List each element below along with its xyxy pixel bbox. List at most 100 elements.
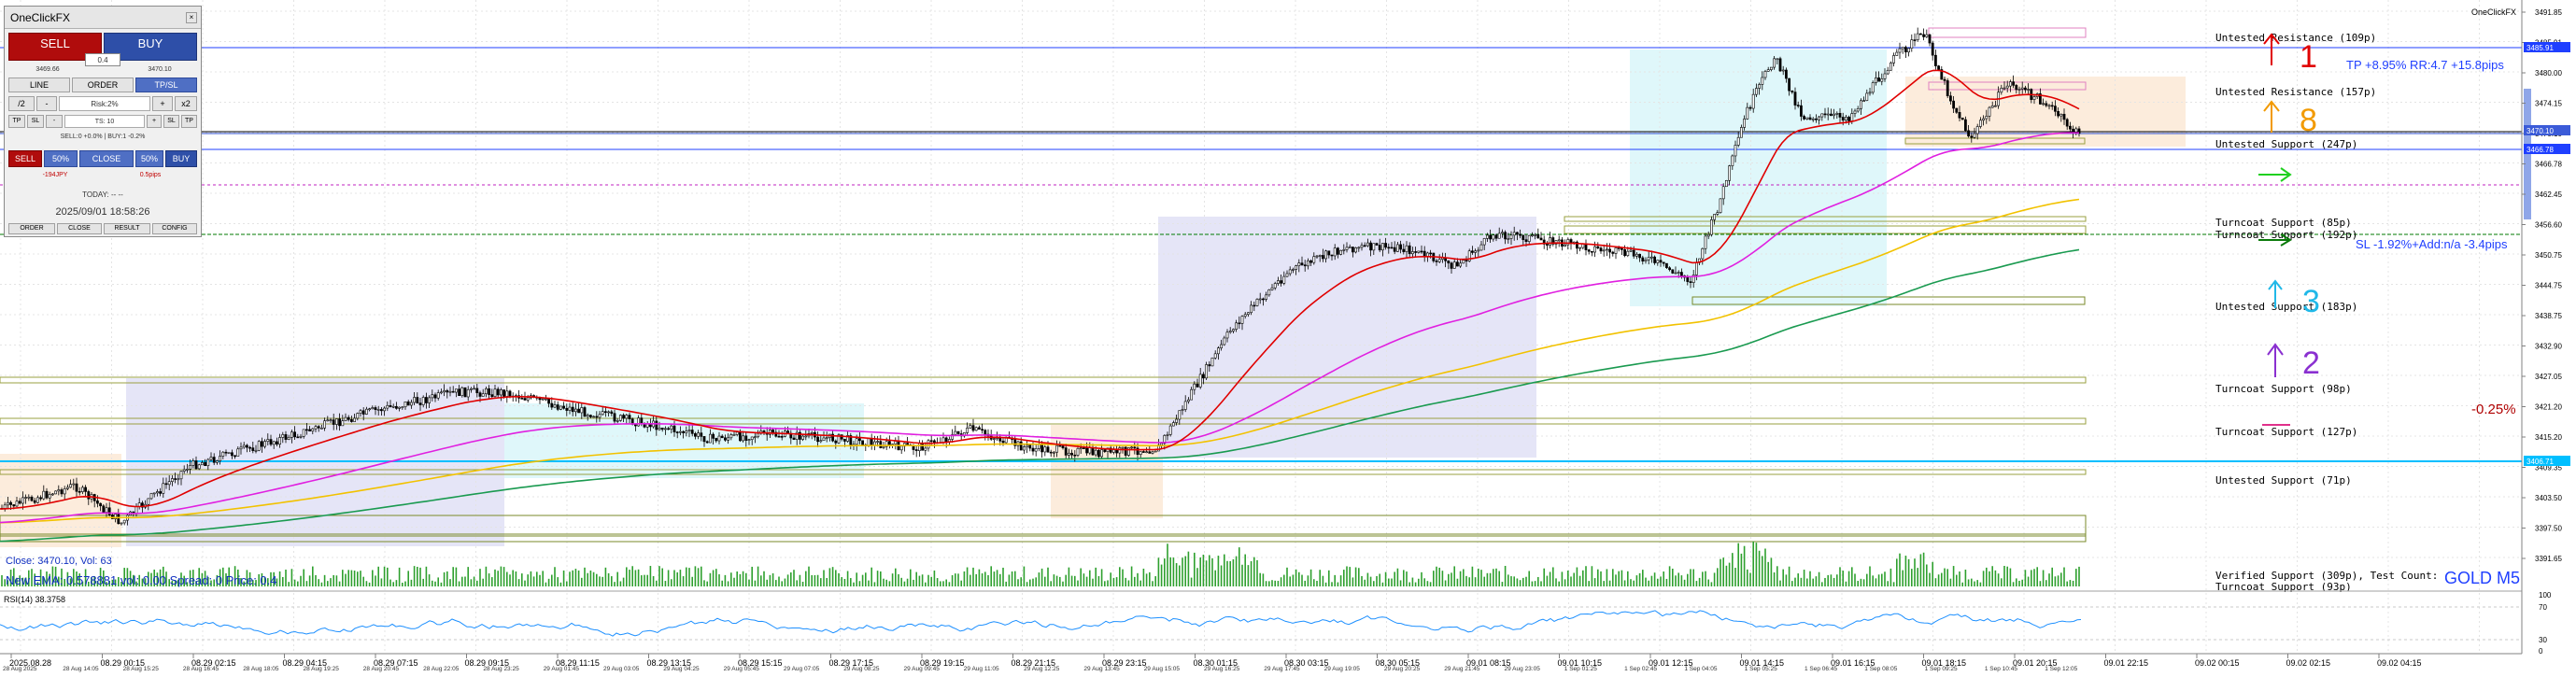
- date-tick-label: 28 Aug 16:45: [183, 666, 219, 672]
- date-tick-label: 29 Aug 12:25: [1024, 666, 1060, 672]
- time-tick-label: 08.29 02:15: [191, 658, 236, 668]
- rsi-panel: [0, 606, 2522, 641]
- bottom-tab-order[interactable]: ORDER: [8, 223, 55, 234]
- ts-minus-button[interactable]: -: [46, 115, 63, 128]
- zone-label: Turncoat Support (93p): [2215, 581, 2352, 593]
- risk-plus-button[interactable]: +: [152, 96, 173, 111]
- rsi-label: RSI(14) 38.3758: [4, 595, 65, 604]
- zone-labels: Untested Resistance (109p) Untested Resis…: [2215, 32, 2438, 593]
- date-tick-label: 28 Aug 23:25: [483, 666, 519, 672]
- price-axis: 3491.85 3485.91 3480.00 3474.15 3470.10 3466.…: [2522, 8, 2562, 563]
- arrow-up-purple-icon: [2267, 343, 2284, 377]
- close-50-left-button[interactable]: 50%: [44, 150, 78, 167]
- buy-button[interactable]: BUY: [104, 33, 197, 61]
- rsi-tick-label: 0: [2539, 647, 2543, 656]
- date-tick-label: 29 Aug 16:25: [1204, 666, 1240, 672]
- tp-button[interactable]: TP: [8, 115, 25, 128]
- tab-order[interactable]: ORDER: [72, 78, 134, 92]
- sell-position-button[interactable]: SELL: [8, 150, 42, 167]
- today-summary: TODAY: -- --: [82, 190, 123, 199]
- zone-lavender-2: [1158, 217, 1536, 458]
- zone-label: Untested Support (71p): [2215, 474, 2352, 487]
- arrow-right-green-icon: [2258, 167, 2292, 182]
- rsi-tick-label: 30: [2539, 636, 2547, 644]
- one-click-trading-panel[interactable]: OneClickFX × SELL BUY 0.4 3469.66 3470.1…: [4, 6, 202, 237]
- tp-button-right[interactable]: TP: [181, 115, 197, 128]
- time-tick-label: 2025.08.28: [9, 658, 51, 668]
- date-tick-label: 28 Aug 2025: [3, 666, 37, 672]
- date-tick-label: 1 Sep 04:05: [1684, 666, 1717, 672]
- rsi-tick-label: 70: [2539, 603, 2547, 612]
- risk-minus-button[interactable]: -: [36, 96, 57, 111]
- buy-position-button[interactable]: BUY: [165, 150, 197, 167]
- arrow-number-8: 8: [2300, 103, 2317, 138]
- date-tick-label: 28 Aug 20:45: [363, 666, 400, 672]
- price-tick-label: 3438.75: [2535, 312, 2562, 320]
- time-tick-label: 09.01 20:15: [2013, 658, 2058, 668]
- double-risk-button[interactable]: x2: [175, 96, 197, 111]
- price-tick-label: 3474.15: [2535, 100, 2562, 108]
- sl-button-right[interactable]: SL: [163, 115, 179, 128]
- time-tick-label: 08.29 13:15: [647, 658, 692, 668]
- bottom-tab-config[interactable]: CONFIG: [152, 223, 197, 234]
- price-tick-label: 3409.35: [2535, 464, 2562, 472]
- date-tick-label: 28 Aug 19:25: [304, 666, 340, 672]
- price-tick-label: 3427.05: [2535, 373, 2562, 381]
- position-info: SELL:0 +0.0% | BUY:1 -0.2%: [60, 134, 146, 140]
- risk-value[interactable]: Risk:2%: [59, 96, 150, 111]
- close-icon[interactable]: ×: [186, 12, 197, 23]
- zone-label: Untested Support (183p): [2215, 301, 2357, 313]
- price-tick-label: 3403.50: [2535, 494, 2562, 502]
- lot-size-value[interactable]: 0.4: [85, 53, 120, 66]
- arrow-number-3: 3: [2302, 284, 2320, 319]
- rsi-tick-label: 100: [2539, 591, 2552, 599]
- info-line-2: New EMA: 0.578881 vol: 0.00 Spread: 0 Pr…: [6, 573, 277, 587]
- date-tick-label: 29 Aug 21:45: [1444, 666, 1480, 672]
- date-tick-label: 29 Aug 08:25: [843, 666, 880, 672]
- time-tick-label: 09.01 10:15: [1558, 658, 1603, 668]
- panel-title-bar[interactable]: OneClickFX ×: [5, 7, 201, 29]
- date-tick-label: 29 Aug 15:05: [1144, 666, 1181, 672]
- time-tick-label: 08.30 01:15: [1194, 658, 1238, 668]
- tab-line[interactable]: LINE: [8, 78, 70, 92]
- arrow-up-cyan-icon: [2268, 279, 2283, 308]
- close-all-button[interactable]: CLOSE: [79, 150, 134, 167]
- time-tick-label: 08.29 11:15: [556, 658, 600, 668]
- zone-cyan-2: [1630, 49, 1887, 306]
- top-symbol: OneClickFX: [2471, 7, 2516, 17]
- date-tick-label: 29 Aug 19:05: [1324, 666, 1361, 672]
- price-tags: 3485.91 3470.10 3466.78 3406.71: [2524, 42, 2570, 466]
- bottom-tab-result[interactable]: RESULT: [104, 223, 150, 234]
- half-risk-button[interactable]: /2: [8, 96, 35, 111]
- date-tick-label: 1 Sep 12:05: [2045, 666, 2077, 672]
- price-tick-label: 3466.78: [2535, 161, 2562, 169]
- date-tick-label: 28 Aug 15:25: [123, 666, 160, 672]
- pnl-left: -194JPY: [42, 172, 68, 178]
- bottom-tab-close[interactable]: CLOSE: [57, 223, 102, 234]
- time-tick-label: 09.01 08:15: [1466, 658, 1511, 668]
- price-tick-label: 3397.50: [2535, 525, 2562, 533]
- ts-plus-button[interactable]: +: [147, 115, 162, 128]
- date-tick-label: 1 Sep 09:25: [1925, 666, 1958, 672]
- ask-price: 3470.10: [148, 66, 172, 73]
- trailing-stop-value[interactable]: TS: 10: [64, 115, 145, 128]
- zone-label: Verified Support (309p), Test Count:: [2215, 570, 2438, 582]
- price-tick-label: 3480.00: [2535, 69, 2562, 78]
- date-tick-label: 1 Sep 01:25: [1564, 666, 1597, 672]
- sl-button[interactable]: SL: [27, 115, 44, 128]
- date-tick-label: 29 Aug 20:25: [1384, 666, 1421, 672]
- moving-averages: [0, 69, 2080, 543]
- close-50-right-button[interactable]: 50%: [135, 150, 163, 167]
- time-tick-label: 08.29 09:15: [465, 658, 510, 668]
- price-tag-a: 3485.91: [2526, 44, 2554, 52]
- symbol-label: GOLD M5: [2444, 569, 2520, 587]
- date-tick-label: 29 Aug 01:45: [544, 666, 580, 672]
- date-tick-label: 29 Aug 04:25: [663, 666, 700, 672]
- time-tick-label: 08.30 03:15: [1284, 658, 1329, 668]
- time-tick-label: 08.29 23:15: [1102, 658, 1147, 668]
- tab-tp-sl[interactable]: TP/SL: [135, 78, 197, 92]
- zone-label: Turncoat Support (192p): [2215, 229, 2357, 241]
- time-tick-label: 08.29 15:15: [738, 658, 783, 668]
